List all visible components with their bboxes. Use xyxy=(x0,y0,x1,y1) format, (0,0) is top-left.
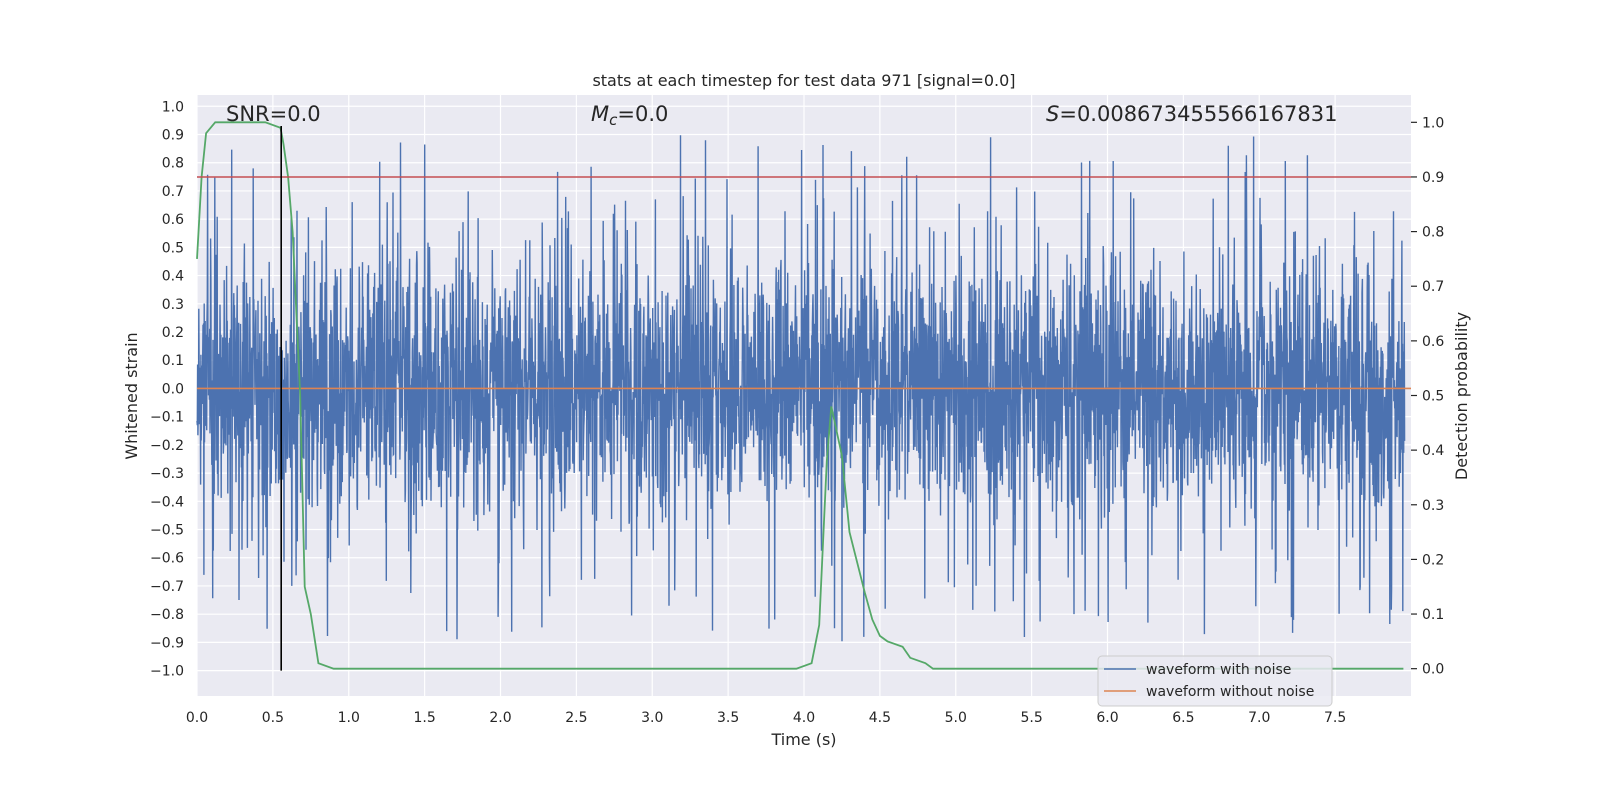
annotation-chirp-mass-subscript: c xyxy=(609,111,618,129)
y-left-tick-label: 0.4 xyxy=(162,269,184,285)
x-tick-label: 3.0 xyxy=(641,710,663,726)
x-tick-label: 7.5 xyxy=(1324,710,1346,726)
y-left-tick-label: −0.4 xyxy=(150,494,184,510)
y-right-tick-label: 0.3 xyxy=(1422,498,1444,514)
y-left-tick-label: 0.1 xyxy=(162,353,184,369)
y-left-tick-label: 0.0 xyxy=(162,381,184,397)
y-left-tick-label: 0.2 xyxy=(162,325,184,341)
y-left-tick-label: 0.3 xyxy=(162,297,184,313)
x-tick-label: 3.5 xyxy=(717,710,739,726)
x-tick-label: 4.0 xyxy=(793,710,815,726)
y-left-tick-label: −0.9 xyxy=(150,635,184,651)
y-left-tick-label: 0.9 xyxy=(162,128,184,144)
y-right-tick-label: 0.6 xyxy=(1422,334,1444,350)
y-axis-left-ticks: 1.0 0.9 0.8 0.7 0.6 0.5 0.4 0.3 0.2 0.1 0.0 −0.1 −0.… xyxy=(150,99,184,679)
x-tick-label: 0.5 xyxy=(262,710,284,726)
annotation-chirp-mass: Mc=0.0 xyxy=(591,102,668,129)
y-right-tick-label: 0.5 xyxy=(1422,389,1444,405)
y-left-tick-label: 0.7 xyxy=(162,184,184,200)
y-left-tick-label: 0.8 xyxy=(162,156,184,172)
line-waveform-with-noise xyxy=(196,135,1406,642)
chart-title: stats at each timestep for test data 971… xyxy=(592,71,1015,90)
x-tick-label: 1.5 xyxy=(413,710,435,726)
legend-label-waveform-without-noise: waveform without noise xyxy=(1146,684,1314,700)
legend-box xyxy=(1097,655,1333,707)
y-left-tick-label: −0.7 xyxy=(150,579,184,595)
annotation-chirp-mass-value: =0.0 xyxy=(617,102,668,126)
x-tick-label: 7.0 xyxy=(1248,710,1270,726)
y-right-tick-label: 0.0 xyxy=(1422,662,1444,678)
y-left-tick-label: −1.0 xyxy=(150,664,184,680)
y-left-tick-label: −0.1 xyxy=(150,410,184,426)
y-left-tick-label: 0.6 xyxy=(162,212,184,228)
legend: waveform with noise waveform without noi… xyxy=(1097,655,1333,707)
y-right-tick-label: 0.4 xyxy=(1422,443,1444,459)
annotation-statistic: S=0.008673455566167831 xyxy=(1046,102,1337,126)
annotation-statistic-symbol: S xyxy=(1046,102,1059,126)
y-right-tick-label: 0.9 xyxy=(1422,170,1444,186)
y-left-tick-label: 0.5 xyxy=(162,240,184,256)
y-right-tick-label: 0.2 xyxy=(1422,552,1444,568)
x-tick-label: 0.0 xyxy=(186,710,208,726)
x-tick-label: 2.5 xyxy=(565,710,587,726)
y-right-tick-label: 1.0 xyxy=(1422,115,1444,131)
y-right-tick-label: 0.1 xyxy=(1422,607,1444,623)
y-right-tick-label: 0.8 xyxy=(1422,225,1444,241)
x-tick-label: 2.0 xyxy=(489,710,511,726)
x-tick-label: 5.0 xyxy=(945,710,967,726)
y-left-tick-label: −0.8 xyxy=(150,607,184,623)
y-left-tick-label: −0.6 xyxy=(150,551,184,567)
y-left-tick-label: −0.3 xyxy=(150,466,184,482)
legend-label-waveform-with-noise: waveform with noise xyxy=(1146,662,1291,678)
series-lines xyxy=(196,121,1411,671)
x-axis-ticks: 0.0 0.5 1.0 1.5 2.0 2.5 3.0 3.5 4.0 4.5 5.0 5.5 6.0 6… xyxy=(186,710,1346,726)
x-tick-label: 5.5 xyxy=(1020,710,1042,726)
y-axis-right-ticks: 1.0 0.9 0.8 0.7 0.6 0.5 0.4 0.3 0.2 0.1 0.0 xyxy=(1411,115,1444,678)
y-axis-right-label: Detection probability xyxy=(1452,312,1471,480)
x-tick-label: 1.0 xyxy=(338,710,360,726)
y-left-tick-label: −0.2 xyxy=(150,438,184,454)
annotation-chirp-mass-symbol: M xyxy=(591,102,609,126)
y-left-tick-label: −0.5 xyxy=(150,523,184,539)
y-left-tick-label: 1.0 xyxy=(162,99,184,115)
y-axis-left-label: Whitened strain xyxy=(122,332,141,459)
x-tick-label: 6.5 xyxy=(1172,710,1194,726)
x-tick-label: 4.5 xyxy=(869,710,891,726)
series-waveform-with-noise xyxy=(196,135,1406,642)
annotation-snr: SNR=0.0 xyxy=(226,102,321,126)
annotation-statistic-value: =0.008673455566167831 xyxy=(1059,102,1337,126)
y-right-tick-label: 0.7 xyxy=(1422,279,1444,295)
x-tick-label: 6.0 xyxy=(1096,710,1118,726)
x-axis-label: Time (s) xyxy=(770,730,836,749)
